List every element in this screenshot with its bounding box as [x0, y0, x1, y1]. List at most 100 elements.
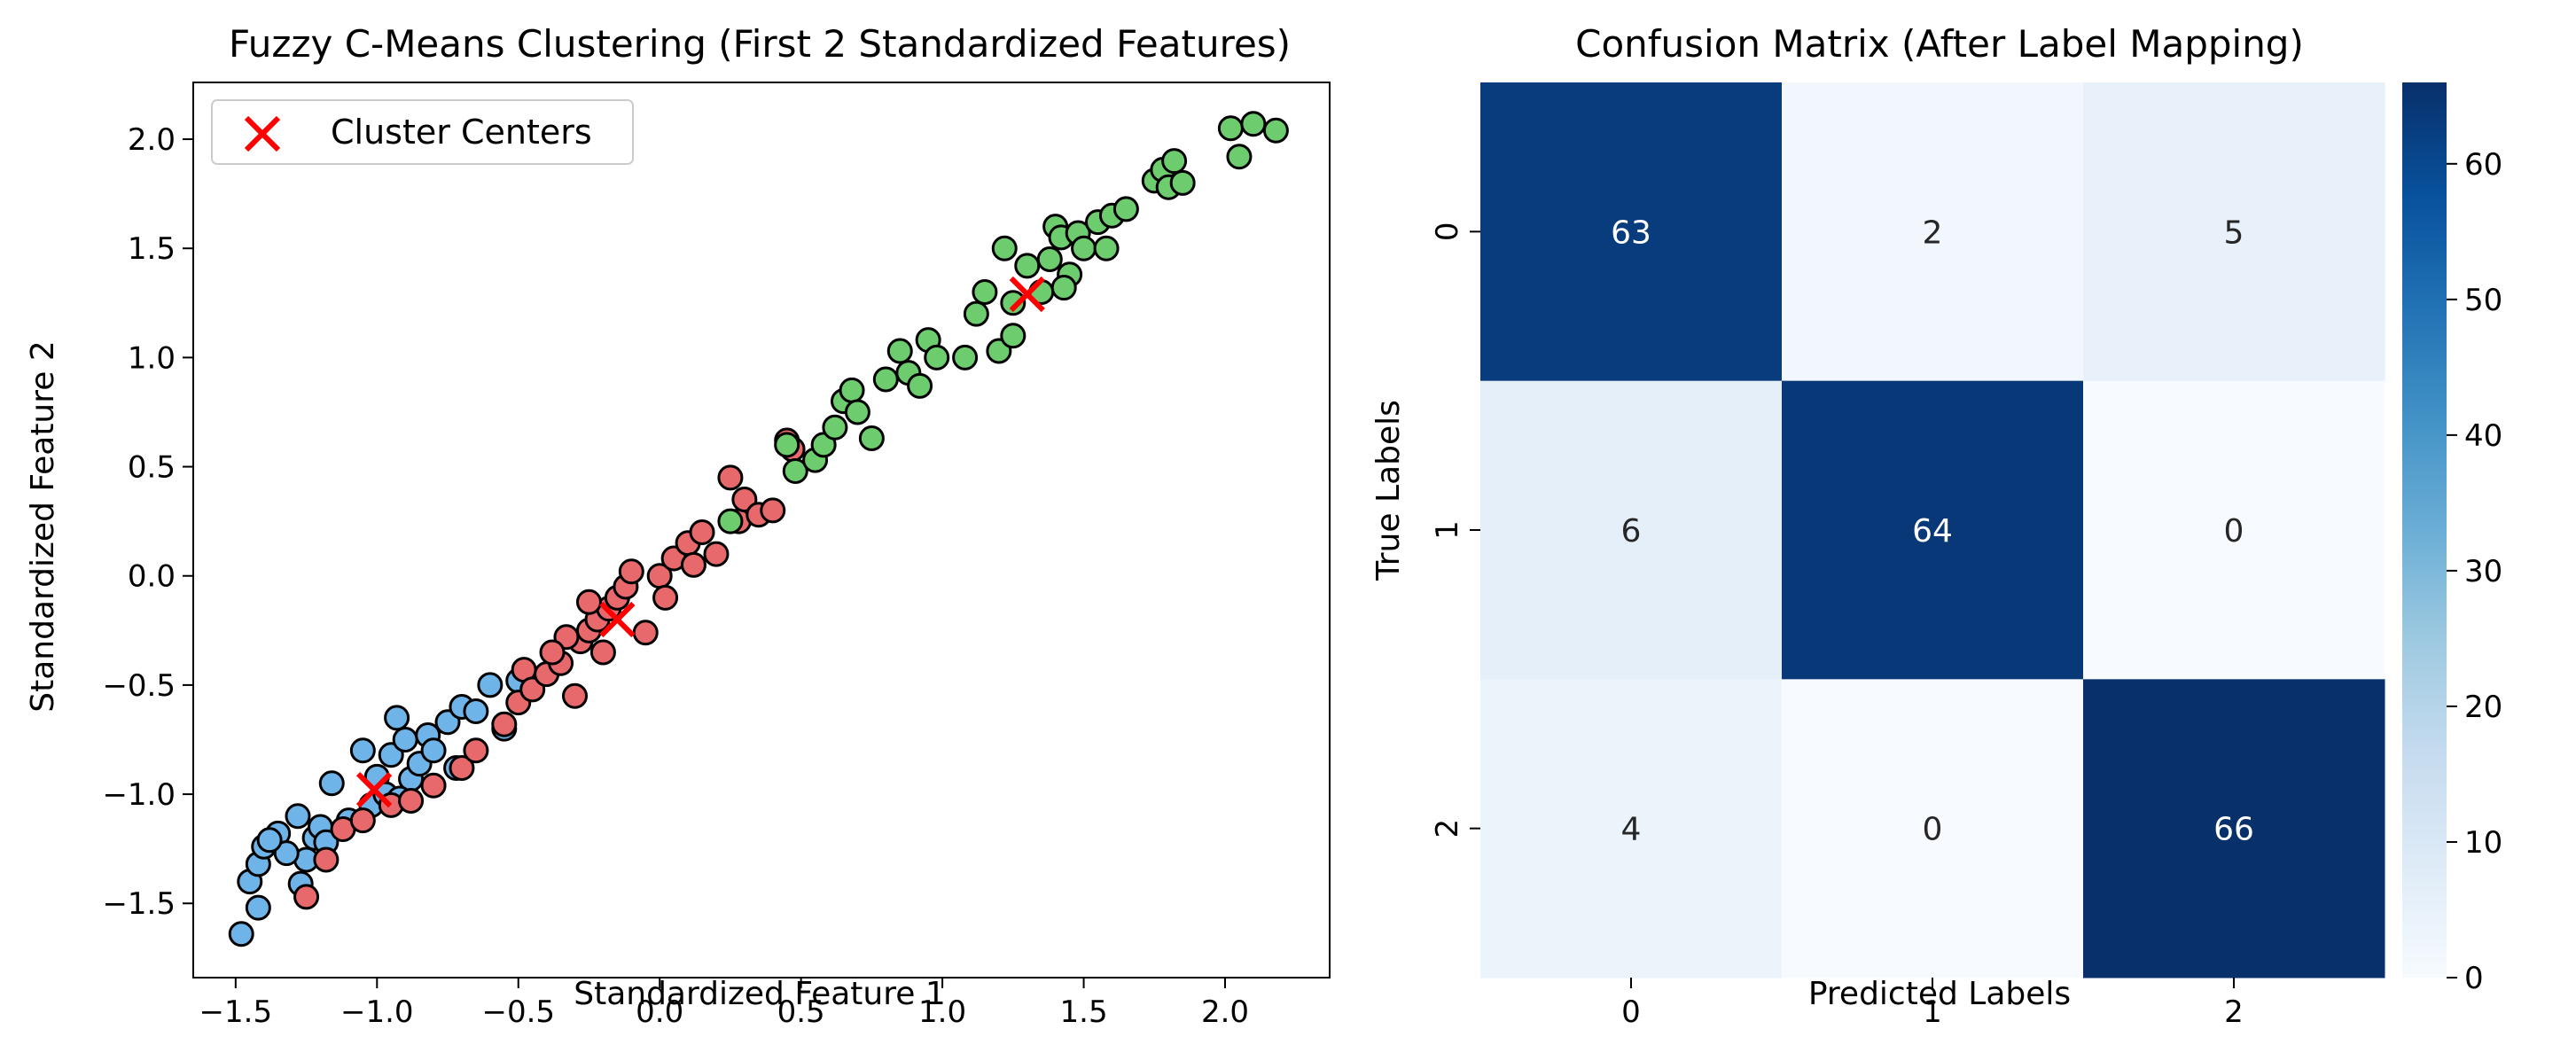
x-tick-label: 0.0 [636, 994, 683, 1030]
scatter-point-cluster-2 [782, 457, 808, 484]
scatter-point-cluster-2 [1036, 246, 1063, 273]
scatter-point-cluster-2 [858, 425, 885, 452]
scatter-point-cluster-1 [349, 737, 376, 764]
colorbar-tick-label: 20 [2464, 690, 2502, 725]
scatter-point-cluster-1 [285, 803, 311, 830]
heatmap-y-tick-label: 1 [1430, 520, 1465, 540]
heatmap-cell-value: 64 [1912, 513, 1953, 550]
heatmap-cell-value: 6 [1621, 513, 1642, 550]
scatter-points [228, 111, 1289, 947]
scatter-point-cluster-2 [822, 414, 848, 441]
colorbar-ticks: 0 10 20 30 40 50 60 [2447, 147, 2502, 996]
scatter-point-cluster-2 [924, 344, 950, 370]
scatter-point-cluster-2 [1217, 115, 1244, 142]
scatter-point-cluster-2 [1050, 275, 1077, 301]
scatter-point-cluster-2 [717, 508, 744, 534]
scatter-xlabel: Standardized Feature 1 [574, 976, 946, 1012]
y-tick-label: 0.5 [128, 450, 176, 486]
scatter-point-cluster-2 [1161, 148, 1188, 175]
colorbar-tick-label: 0 [2464, 961, 2484, 996]
scatter-point-cluster-2 [972, 278, 998, 305]
y-tick-label: −1.5 [102, 886, 176, 922]
heatmap-ticks: 0 1 2 0 1 2 [1430, 222, 2244, 1030]
scatter-point-cluster-0 [539, 639, 566, 666]
y-tick-label: 1.0 [128, 340, 176, 376]
scatter-point-cluster-0 [575, 589, 602, 615]
scatter-point-cluster-2 [1169, 169, 1196, 196]
scatter-point-cluster-2 [1000, 323, 1026, 349]
x-tick-label: −0.5 [481, 994, 555, 1030]
scatter-point-cluster-2 [907, 372, 933, 399]
scatter-point-cluster-0 [562, 682, 589, 709]
legend-box [211, 99, 634, 165]
scatter-legend: Cluster Centers [211, 99, 634, 165]
heatmap-x-tick-label: 0 [1621, 994, 1641, 1030]
colorbar-tick-label: 10 [2464, 825, 2502, 861]
scatter-point-cluster-2 [1112, 196, 1139, 222]
scatter-title: Fuzzy C-Means Clustering (First 2 Standa… [229, 22, 1291, 66]
heatmap-cell [2083, 679, 2385, 979]
heatmap-cell [1782, 380, 2084, 680]
scatter-ylabel: Standardized Feature 2 [25, 340, 61, 713]
scatter-point-cluster-1 [477, 672, 503, 698]
scatter-point-cluster-2 [774, 432, 800, 458]
scatter-point-cluster-1 [256, 827, 283, 854]
scatter-point-cluster-2 [991, 235, 1018, 261]
legend-x-marker-icon [244, 115, 281, 152]
scatter-point-cluster-0 [449, 755, 475, 782]
scatter-point-cluster-1 [318, 770, 345, 797]
heatmap-panel: Confusion Matrix (After Label Mapping) P… [1370, 22, 2502, 1030]
scatter-point-cluster-0 [589, 639, 616, 666]
heatmap-cell-value: 66 [2213, 812, 2254, 848]
heatmap-cell [1782, 82, 2084, 382]
colorbar [2402, 82, 2447, 978]
scatter-point-cluster-2 [1000, 290, 1026, 316]
scatter-point-cluster-0 [717, 464, 744, 491]
heatmap-ylabel: True Labels [1370, 400, 1407, 581]
heatmap-cell [2083, 380, 2385, 680]
scatter-panel: Fuzzy C-Means Clustering (First 2 Standa… [25, 22, 1331, 1030]
colorbar-tick-label: 40 [2464, 418, 2502, 454]
scatter-centers [355, 276, 1045, 808]
x-tick-label: −1.0 [340, 994, 414, 1030]
scatter-point-cluster-1 [420, 737, 447, 764]
scatter-point-cluster-2 [839, 377, 865, 403]
scatter-point-cluster-0 [689, 518, 715, 545]
scatter-point-cluster-2 [1240, 111, 1267, 137]
scatter-point-cluster-2 [1071, 235, 1097, 261]
scatter-point-cluster-0 [760, 497, 786, 524]
x-tick-label: 1.0 [918, 994, 966, 1030]
heatmap-cell [1782, 679, 2084, 979]
scatter-point-cluster-0 [463, 737, 489, 764]
scatter-point-cluster-2 [872, 366, 899, 393]
heatmap-y-tick-label: 2 [1430, 819, 1465, 838]
scatter-point-cluster-0 [652, 584, 679, 611]
scatter-point-cluster-0 [293, 884, 320, 910]
x-tick-label: 0.5 [777, 994, 825, 1030]
heatmap-cell-value: 0 [1923, 812, 1943, 848]
colorbar-tick-label: 60 [2464, 147, 2502, 183]
colorbar-tick-label: 30 [2464, 554, 2502, 589]
cluster-center-marker [355, 772, 393, 808]
cluster-center-marker [599, 601, 636, 638]
y-tick-label: 1.5 [128, 231, 176, 267]
legend-label-cluster-centers: Cluster Centers [331, 113, 592, 152]
scatter-point-cluster-0 [398, 787, 425, 814]
scatter-point-cluster-2 [1093, 235, 1120, 261]
y-tick-label: −0.5 [102, 668, 176, 704]
y-tick-label: −1.0 [102, 777, 176, 813]
heatmap-cell-value: 2 [1923, 214, 1943, 251]
heatmap-cell [1480, 679, 1783, 979]
heatmap-x-tick-label: 2 [2224, 994, 2244, 1030]
scatter-point-cluster-1 [273, 840, 300, 867]
scatter-point-cluster-1 [463, 698, 489, 724]
scatter-point-cluster-0 [349, 807, 376, 834]
scatter-point-cluster-0 [491, 711, 518, 737]
x-tick-label: −1.5 [199, 994, 273, 1030]
scatter-point-cluster-0 [703, 541, 730, 567]
scatter-point-cluster-2 [886, 338, 913, 364]
heatmap-cell [2083, 82, 2385, 382]
x-tick-label: 1.5 [1060, 994, 1108, 1030]
heatmap-x-tick-label: 1 [1923, 994, 1942, 1030]
scatter-point-cluster-2 [963, 300, 989, 327]
